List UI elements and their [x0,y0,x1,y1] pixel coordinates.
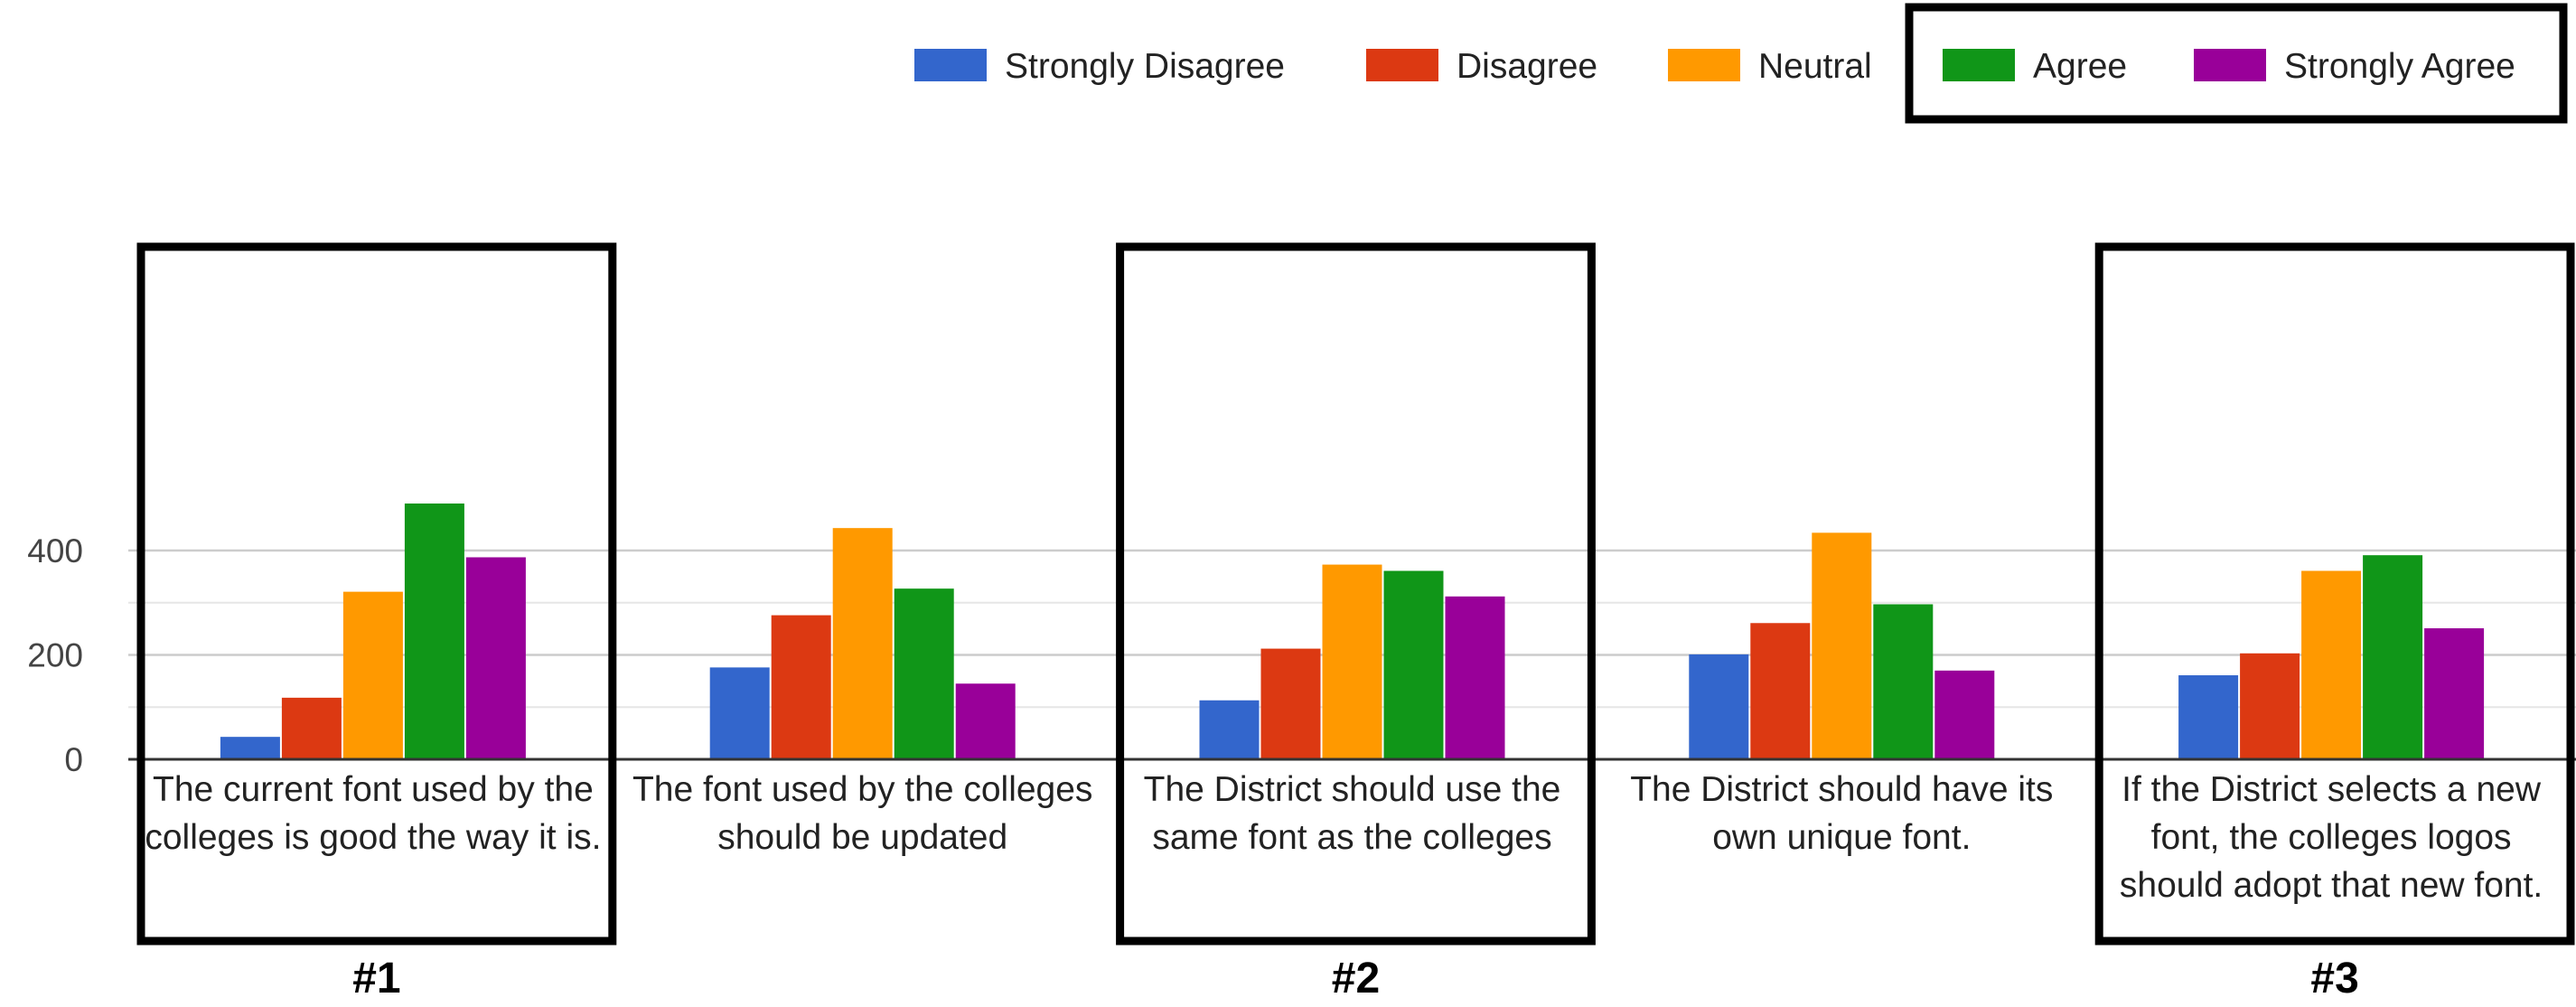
legend-swatch [1943,49,2015,81]
bar-strongly-disagree [1689,654,1749,759]
legend-item[interactable]: Strongly Agree [2194,47,2515,86]
bar-disagree [1260,648,1321,759]
category-label: If the District selects a new font, the c… [2120,770,2543,905]
bar-strongly-agree [955,683,1016,759]
legend-item[interactable]: Strongly Disagree [914,47,1285,86]
bar-strongly-disagree [2178,675,2239,759]
highlight-box [1116,242,1596,946]
bar-neutral [342,591,403,759]
category-label: The font used by the colleges should be u… [632,770,1093,857]
highlight-number-label: #3 [2310,955,2358,1002]
bar-agree [894,588,954,759]
legend-label: Neutral [1758,47,1872,86]
bars [220,504,2485,759]
category-label: The District should have its own unique f… [1630,770,2053,857]
highlight-boxes: #1 #2 #3 [136,242,2575,1002]
bar-agree [1873,604,1934,759]
bar-neutral [1812,532,1872,759]
category-label: The District should use the same font as … [1144,770,1561,857]
legend-label: Strongly Disagree [1005,47,1285,86]
bar-disagree [1750,623,1811,759]
bar-group [1199,564,1505,759]
legend-item[interactable]: Disagree [1366,47,1597,86]
bar-disagree [2240,653,2300,759]
y-tick-label: 0 [64,741,83,778]
legend: Strongly Disagree Disagree Neutral Agree Str… [914,3,2568,124]
bar-strongly-agree [1934,670,1995,759]
category-labels: The current font used by the colleges is … [145,770,2543,905]
bar-disagree [771,615,831,759]
legend-swatch [2194,49,2266,81]
highlight-number-label: #2 [1332,955,1380,1002]
bar-agree [404,504,464,759]
legend-label: Agree [2033,47,2127,86]
bar-group [2178,555,2485,759]
bar-group [709,528,1016,759]
legend-label: Strongly Agree [2284,47,2515,86]
legend-label: Disagree [1457,47,1597,86]
category-label: The current font used by the colleges is … [145,770,601,857]
bar-group [1689,532,1995,759]
bar-group [220,504,526,759]
bar-neutral [1322,564,1382,759]
bar-neutral [832,528,893,759]
bar-strongly-agree [1445,596,1505,759]
bar-neutral [2301,570,2362,759]
legend-swatch [1366,49,1438,81]
bar-disagree [281,697,342,759]
legend-swatch [1668,49,1740,81]
bar-strongly-disagree [709,667,770,759]
legend-item[interactable]: Agree [1943,47,2127,86]
y-tick-label: 200 [27,637,83,674]
bar-strongly-agree [465,557,526,759]
bar-agree [1383,570,1444,759]
bar-agree [2363,555,2423,759]
bar-strongly-disagree [1199,700,1260,759]
legend-swatch [914,49,987,81]
legend-item[interactable]: Neutral [1668,47,1872,86]
y-axis: 0 200 400 [27,532,2576,778]
bar-strongly-agree [2424,628,2485,759]
highlight-box [2094,242,2575,946]
legend-highlight-box [1905,3,2568,124]
highlight-number-label: #1 [352,955,400,1002]
y-tick-label: 400 [27,532,83,569]
highlight-box [136,242,617,946]
bar-strongly-disagree [220,737,280,759]
